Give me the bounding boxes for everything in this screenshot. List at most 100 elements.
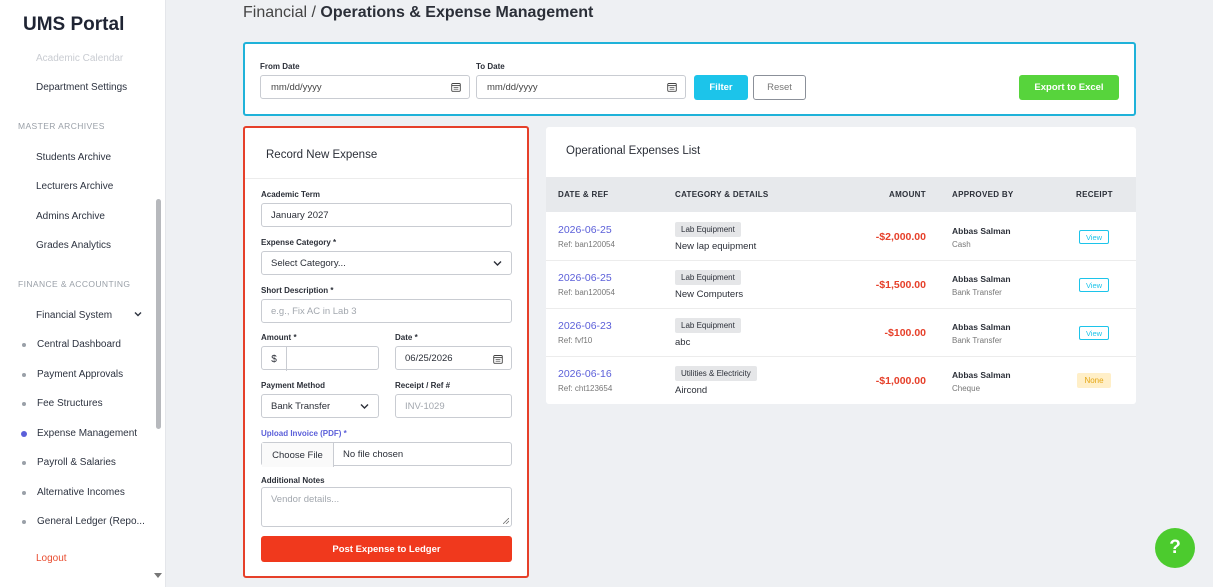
bullet-icon: [22, 402, 26, 406]
sidebar-item-admins-archive[interactable]: Admins Archive: [36, 211, 105, 222]
sidebar-item-alternative-incomes[interactable]: Alternative Incomes: [37, 487, 125, 498]
page-title: Operations & Expense Management: [320, 4, 594, 21]
table-row: 2026-06-23 Ref: fvf10 Lab Equipment abc …: [546, 309, 1136, 357]
expense-amount: -$2,000.00: [875, 231, 926, 243]
column-approved-by: APPROVED BY: [952, 190, 1014, 199]
expense-detail: abc: [675, 337, 691, 348]
expense-date-input[interactable]: 06/25/2026: [395, 346, 512, 370]
chevron-down-icon[interactable]: [133, 309, 143, 319]
expense-category-select[interactable]: Select Category...: [261, 251, 512, 275]
category-badge: Utilities & Electricity: [675, 366, 757, 381]
currency-symbol: $: [262, 347, 287, 371]
chevron-down-icon: [360, 404, 369, 409]
bullet-icon: [22, 491, 26, 495]
chevron-down-icon: [493, 261, 502, 266]
to-date-label: To Date: [476, 62, 505, 71]
additional-notes-textarea[interactable]: Vendor details...: [261, 487, 512, 527]
sidebar-item-department-settings[interactable]: Department Settings: [36, 82, 128, 93]
from-date-input[interactable]: mm/dd/yyyy: [260, 75, 470, 99]
column-category: CATEGORY & DETAILS: [675, 190, 769, 199]
upload-invoice-label: Upload Invoice (PDF) *: [261, 429, 347, 438]
table-row: 2026-06-25 Ref: ban120054 Lab Equipment …: [546, 261, 1136, 309]
list-title: Operational Expenses List: [566, 145, 701, 157]
notes-placeholder: Vendor details...: [271, 494, 340, 505]
post-expense-button[interactable]: Post Expense to Ledger: [261, 536, 512, 562]
logout-link[interactable]: Logout: [36, 553, 67, 564]
resize-handle-icon[interactable]: [503, 518, 509, 524]
column-receipt: RECEIPT: [1076, 190, 1113, 199]
sidebar-item-general-ledger[interactable]: General Ledger (Repo...: [37, 516, 145, 527]
sidebar-item-payroll-salaries[interactable]: Payroll & Salaries: [37, 457, 116, 468]
category-badge: Lab Equipment: [675, 318, 741, 333]
sidebar-item-students-archive[interactable]: Students Archive: [36, 152, 112, 163]
section-finance-accounting: FINANCE & ACCOUNTING: [18, 279, 131, 289]
sidebar-item-financial-system[interactable]: Financial System: [36, 310, 113, 321]
sidebar-item-central-dashboard[interactable]: Central Dashboard: [37, 339, 121, 350]
expense-ref: Ref: cht123654: [558, 384, 613, 393]
record-expense-form: Record New Expense Academic Term January…: [243, 126, 529, 578]
additional-notes-label: Additional Notes: [261, 476, 325, 485]
table-row: 2026-06-25 Ref: ban120054 Lab Equipment …: [546, 213, 1136, 261]
sidebar-item-grades-analytics[interactable]: Grades Analytics: [36, 240, 112, 251]
column-amount: AMOUNT: [889, 190, 926, 199]
expenses-list: Operational Expenses List DATE & REF CAT…: [546, 127, 1136, 404]
expense-amount: -$100.00: [884, 327, 926, 339]
export-excel-button[interactable]: Export to Excel: [1019, 75, 1119, 100]
payment-method-value: Bank Transfer: [271, 400, 331, 412]
filter-button[interactable]: Filter: [694, 75, 748, 100]
academic-term-input[interactable]: January 2027: [261, 203, 512, 227]
calendar-icon[interactable]: [667, 82, 677, 92]
file-status: No file chosen: [343, 449, 404, 460]
short-description-label: Short Description *: [261, 286, 334, 295]
bullet-icon: [22, 520, 26, 524]
view-receipt-button[interactable]: View: [1079, 230, 1109, 244]
amount-label: Amount *: [261, 333, 297, 342]
sidebar-item-fee-structures[interactable]: Fee Structures: [37, 398, 103, 409]
expense-ref: Ref: fvf10: [558, 336, 593, 345]
payment-method-select[interactable]: Bank Transfer: [261, 394, 379, 418]
scroll-down-arrow-icon[interactable]: [154, 573, 162, 578]
breadcrumb-parent[interactable]: Financial /: [243, 4, 316, 21]
filter-bar: From Date mm/dd/yyyy To Date mm/dd/yyyy …: [243, 42, 1136, 116]
expense-date-link[interactable]: 2026-06-25: [558, 224, 612, 236]
payment-method-label: Payment Method: [261, 381, 326, 390]
form-title: Record New Expense: [266, 149, 378, 161]
calendar-icon[interactable]: [493, 354, 503, 364]
expense-detail: Aircond: [675, 385, 708, 396]
approver-name: Abbas Salman: [952, 370, 1011, 380]
reset-button[interactable]: Reset: [753, 75, 806, 100]
to-date-value: mm/dd/yyyy: [487, 81, 538, 93]
approver-name: Abbas Salman: [952, 226, 1011, 236]
table-header: DATE & REF CATEGORY & DETAILS AMOUNT APP…: [546, 177, 1136, 212]
expense-date-link[interactable]: 2026-06-25: [558, 272, 612, 284]
amount-input[interactable]: $: [261, 346, 379, 371]
sidebar-scrollbar[interactable]: [156, 199, 161, 429]
sidebar-item-payment-approvals[interactable]: Payment Approvals: [37, 369, 124, 380]
sidebar-item-academic-calendar[interactable]: Academic Calendar: [36, 53, 124, 64]
sidebar-item-lecturers-archive[interactable]: Lecturers Archive: [36, 181, 114, 192]
help-button[interactable]: ?: [1155, 528, 1195, 568]
short-description-input[interactable]: e.g., Fix AC in Lab 3: [261, 299, 512, 323]
payment-method: Cash: [952, 240, 971, 249]
breadcrumb: Financial / Operations & Expense Managem…: [243, 4, 593, 22]
upload-invoice-input[interactable]: Choose File No file chosen: [261, 442, 512, 467]
expense-amount: -$1,000.00: [875, 375, 926, 387]
payment-method: Bank Transfer: [952, 288, 1002, 297]
expense-date-link[interactable]: 2026-06-23: [558, 320, 612, 332]
category-badge: Lab Equipment: [675, 222, 741, 237]
choose-file-button[interactable]: Choose File: [262, 443, 334, 467]
to-date-input[interactable]: mm/dd/yyyy: [476, 75, 686, 99]
expense-amount: -$1,500.00: [875, 279, 926, 291]
sidebar: UMS Portal Academic Calendar Department …: [0, 0, 166, 587]
expense-category-label: Expense Category *: [261, 238, 337, 247]
calendar-icon[interactable]: [451, 82, 461, 92]
receipt-ref-label: Receipt / Ref #: [395, 381, 451, 390]
brand-title: UMS Portal: [23, 14, 125, 35]
expense-date-value: 06/25/2026: [405, 352, 453, 364]
view-receipt-button[interactable]: View: [1079, 278, 1109, 292]
receipt-ref-input[interactable]: INV-1029: [395, 394, 512, 418]
expense-date-link[interactable]: 2026-06-16: [558, 368, 612, 380]
sidebar-item-expense-management[interactable]: Expense Management: [37, 428, 138, 439]
view-receipt-button[interactable]: View: [1079, 326, 1109, 340]
bullet-icon: [22, 461, 26, 465]
